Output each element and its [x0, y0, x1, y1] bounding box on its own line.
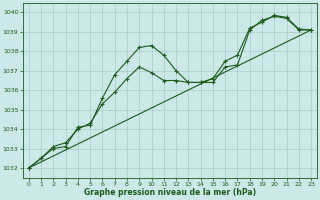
X-axis label: Graphe pression niveau de la mer (hPa): Graphe pression niveau de la mer (hPa)	[84, 188, 256, 197]
